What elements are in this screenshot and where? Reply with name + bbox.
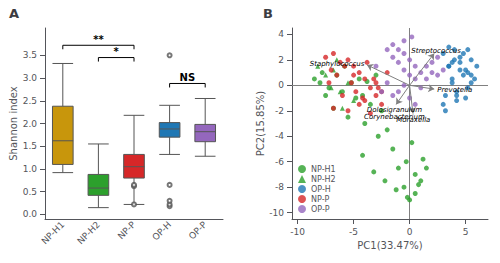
svg-text:PC1(33.47%): PC1(33.47%) [357, 240, 422, 251]
svg-text:Corynebacterium: Corynebacterium [364, 113, 425, 122]
svg-text:Shannon index: Shannon index [8, 86, 19, 161]
svg-text:5: 5 [463, 227, 469, 237]
svg-text:NP-P: NP-P [116, 219, 138, 241]
svg-text:NP-H1: NP-H1 [40, 219, 67, 246]
svg-text:**: ** [93, 34, 104, 45]
svg-text:NS: NS [180, 72, 196, 83]
svg-text:Moraxella: Moraxella [396, 116, 430, 124]
svg-text:NP-P: NP-P [311, 195, 330, 204]
svg-text:NP-H2: NP-H2 [75, 219, 102, 246]
svg-text:0: 0 [278, 80, 284, 90]
svg-text:OP-P: OP-P [187, 219, 209, 241]
svg-text:-5: -5 [349, 227, 358, 237]
svg-text:-2: -2 [275, 106, 284, 116]
svg-text:-10: -10 [290, 227, 305, 237]
svg-text:2.0: 2.0 [23, 119, 38, 129]
svg-text:1.5: 1.5 [23, 141, 37, 151]
svg-text:1.0: 1.0 [23, 164, 38, 174]
svg-text:0: 0 [407, 227, 413, 237]
svg-text:NP-H2: NP-H2 [311, 175, 336, 184]
svg-text:-4: -4 [275, 131, 284, 141]
svg-text:Prevotella: Prevotella [437, 86, 472, 94]
svg-text:0.5: 0.5 [23, 187, 37, 197]
svg-text:Staphylococcus: Staphylococcus [310, 60, 365, 68]
svg-text:OP-H: OP-H [150, 219, 173, 242]
svg-text:Streptococcus: Streptococcus [411, 47, 461, 55]
svg-text:-6: -6 [275, 157, 284, 167]
svg-text:OP-P: OP-P [311, 205, 330, 214]
svg-text:*: * [114, 46, 120, 57]
svg-text:3.5: 3.5 [23, 50, 37, 60]
svg-text:Dolosigranulum: Dolosigranulum [366, 106, 422, 115]
svg-text:-10: -10 [269, 208, 284, 218]
svg-text:OP-H: OP-H [311, 185, 331, 194]
svg-text:B: B [263, 6, 273, 21]
svg-text:2.5: 2.5 [23, 96, 37, 106]
svg-text:4: 4 [278, 29, 284, 39]
svg-text:2: 2 [278, 55, 284, 65]
svg-text:3.0: 3.0 [23, 73, 38, 83]
svg-text:-8: -8 [275, 182, 284, 192]
svg-text:0.0: 0.0 [23, 209, 38, 219]
svg-text:NP-H1: NP-H1 [311, 165, 336, 174]
svg-text:PC2(15.85%): PC2(15.85%) [255, 91, 266, 156]
svg-text:A: A [9, 6, 19, 21]
